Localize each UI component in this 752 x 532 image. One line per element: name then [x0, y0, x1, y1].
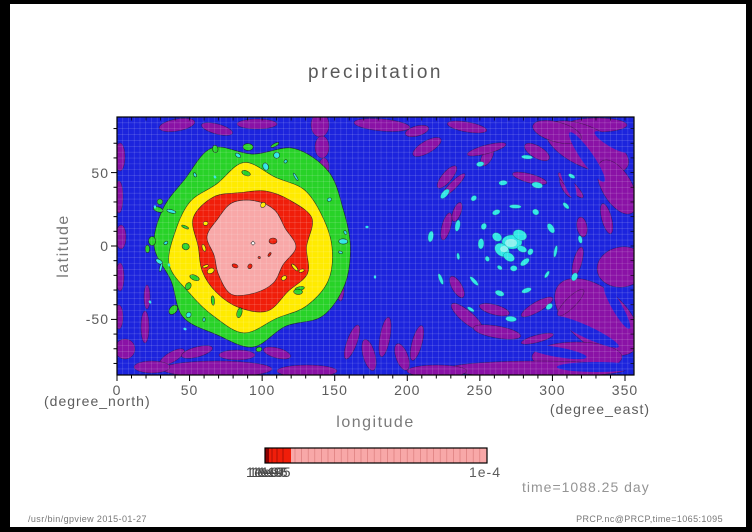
x-axis-unit-label: (degree_east) [549, 401, 650, 417]
colorbar-segment-high [291, 448, 487, 463]
colorbar-min-label: 1e-9 [249, 464, 280, 480]
contour-map [117, 117, 634, 375]
window-border-left [0, 0, 10, 532]
window-border-right [746, 0, 752, 532]
colorbar [264, 447, 488, 464]
x-axis-label: longitude [336, 414, 415, 431]
footer-source-text: PRCP.nc@PRCP,time=1065:1095 [576, 514, 723, 524]
stray-cyan-specks [148, 175, 377, 331]
colorbar-border [264, 447, 488, 464]
x-tick-label: 200 [394, 382, 421, 398]
x-tick-label: 150 [321, 382, 348, 398]
x-tick-label: 350 [611, 382, 639, 398]
x-tick-label: 50 [180, 382, 199, 398]
secondary-maximum-speckles [427, 154, 583, 322]
time-annotation: time=1088.25 day [522, 479, 650, 495]
colorbar-max-label: 1e-4 [468, 464, 502, 480]
y-tick-label: 0 [100, 238, 109, 254]
primary-maximum-rings [144, 142, 351, 352]
chart-title: precipitation [308, 62, 443, 83]
core-white-diamond [250, 240, 256, 246]
window-border-bottom [0, 527, 752, 532]
x-tick-label: 300 [539, 382, 566, 398]
grid-lines [117, 117, 634, 375]
x-tick-label: 100 [248, 382, 276, 398]
ring-pink-core [206, 199, 297, 296]
colorbar-min-label: 1e-7 [255, 464, 286, 480]
colorbar-segment-mid [269, 448, 291, 463]
blue-slashes [527, 131, 634, 372]
footer-command-text: /usr/bin/gpview 2015-01-27 [28, 514, 147, 524]
colorbar-segment-low [265, 448, 269, 463]
colorbar-min-label: 1e-10 [246, 464, 285, 480]
colorbar-min-label: 1e-8 [252, 464, 283, 480]
colorbar-min-label: 1e-5 [261, 464, 292, 480]
x-tick-label: 250 [466, 382, 494, 398]
window-border-top [0, 0, 752, 4]
y-tick-label: 50 [91, 164, 109, 181]
y-tick-label: -50 [85, 311, 109, 328]
axis-ticks [111, 117, 634, 381]
x-tick-label: 0 [112, 382, 122, 398]
colorbar-min-label: 1e-6 [258, 464, 289, 480]
y-axis-unit-label: (degree_north) [44, 393, 151, 409]
